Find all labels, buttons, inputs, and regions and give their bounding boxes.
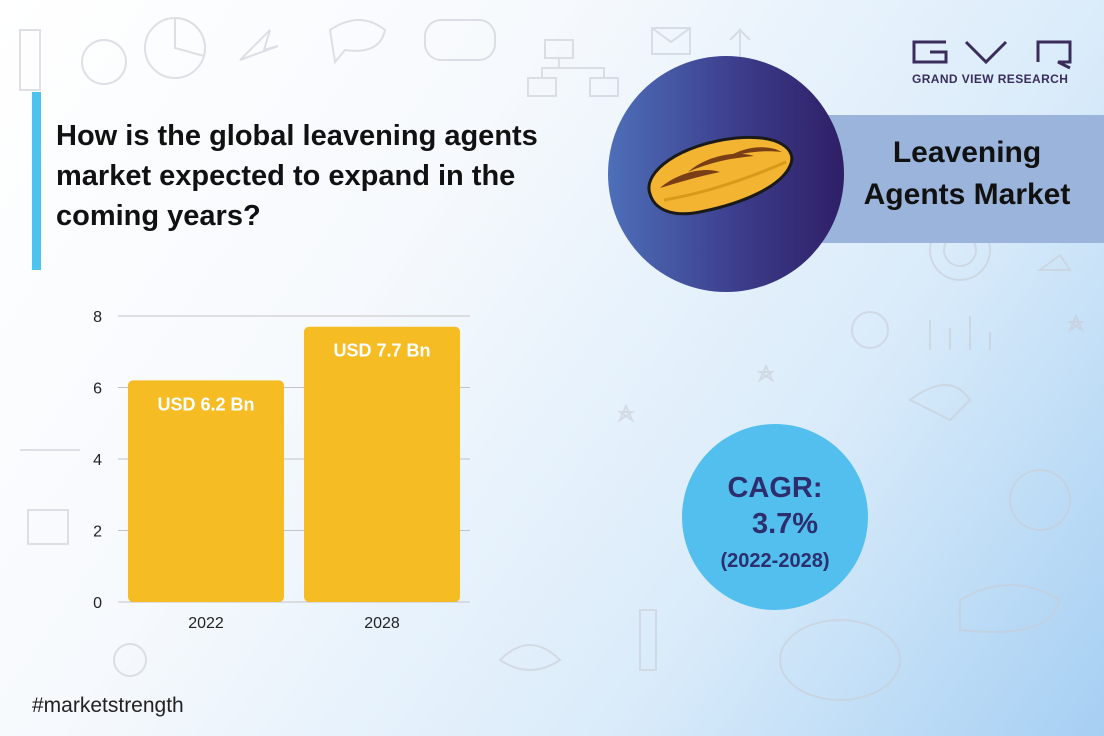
y-tick-label: 2: [93, 524, 102, 541]
page-question: How is the global leavening agents marke…: [56, 120, 538, 232]
market-size-bar-chart: 0 2 4 6 8 USD 6.2 Bn 2022 USD 7.7 Bn 2028: [93, 309, 470, 632]
grand-view-research-logo: [912, 40, 1072, 70]
hashtag: #marketstrength: [32, 694, 184, 717]
y-tick-label: 0: [93, 595, 102, 612]
cagr-period: (2022-2028): [720, 550, 830, 572]
report-title-line1: Leavening: [892, 136, 1042, 169]
report-title: Leavening Agents Market: [838, 132, 1096, 216]
brand-name: GRAND VIEW RESEARCH: [912, 72, 1069, 86]
y-tick-label: 8: [93, 309, 102, 326]
bar-2022: [128, 380, 284, 602]
data-label: USD 7.7 Bn: [333, 341, 430, 361]
report-title-line2: Agents Market: [863, 178, 1071, 211]
x-tick-label: 2028: [364, 615, 400, 632]
cagr-label: CAGR:: [727, 472, 823, 504]
cagr-value: 3.7%: [751, 508, 819, 540]
accent-bar: [32, 92, 41, 270]
bread-loaf-icon: [647, 135, 794, 216]
data-label: USD 6.2 Bn: [157, 394, 254, 414]
y-tick-label: 6: [93, 381, 102, 398]
bar-2028: [304, 326, 460, 602]
x-tick-label: 2022: [188, 615, 224, 632]
y-tick-label: 4: [93, 452, 102, 469]
cagr-circle: CAGR: 3.7% (2022-2028): [682, 424, 868, 610]
